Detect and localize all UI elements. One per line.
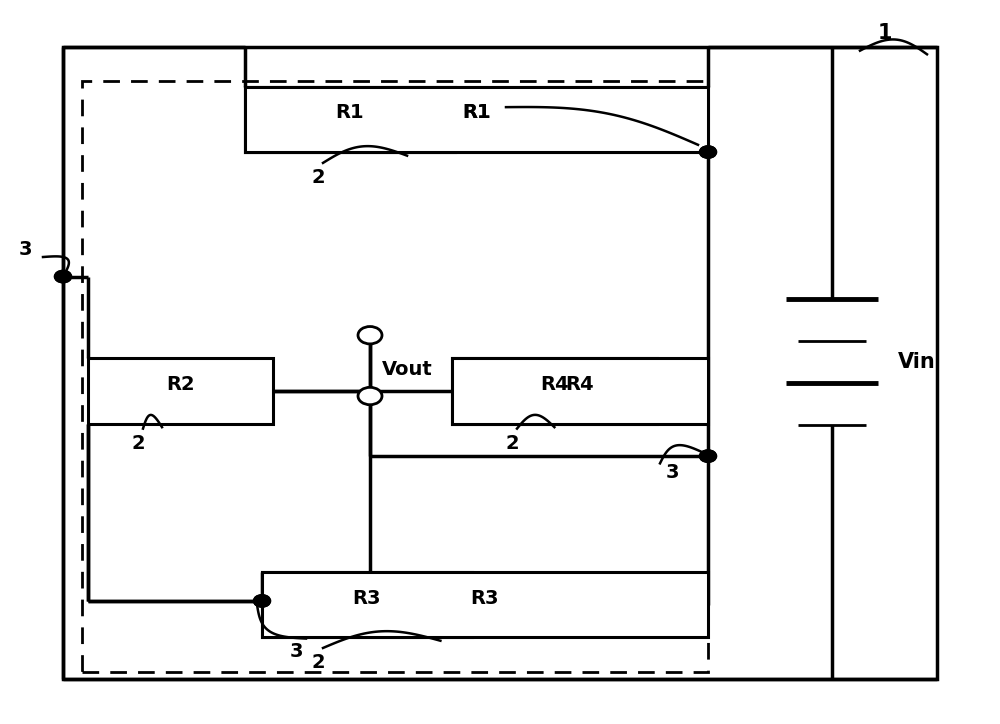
Bar: [262, 572, 708, 637]
Text: R2: R2: [166, 375, 195, 394]
Bar: [245, 87, 455, 152]
Text: 3: 3: [289, 642, 303, 661]
Circle shape: [254, 595, 270, 607]
Text: 2: 2: [311, 653, 325, 672]
Circle shape: [700, 450, 716, 463]
Bar: [245, 87, 455, 152]
Text: R4: R4: [540, 375, 569, 394]
Bar: [63, 47, 937, 679]
Circle shape: [700, 146, 716, 159]
Text: 3: 3: [489, 85, 503, 104]
Text: R1: R1: [462, 104, 491, 122]
Text: Vin: Vin: [898, 352, 936, 372]
Bar: [245, 87, 708, 152]
Circle shape: [358, 387, 382, 405]
Bar: [262, 572, 472, 637]
Text: 1: 1: [878, 22, 892, 43]
Text: R1: R1: [336, 104, 364, 122]
Text: 3: 3: [665, 463, 679, 481]
Bar: [245, 87, 708, 152]
Circle shape: [700, 450, 716, 463]
Text: R1: R1: [462, 104, 491, 122]
Circle shape: [54, 271, 72, 282]
Circle shape: [700, 146, 716, 159]
Bar: [88, 358, 273, 424]
Text: R4: R4: [566, 375, 594, 394]
Text: 2: 2: [311, 168, 325, 187]
Bar: [452, 358, 657, 424]
Text: 2: 2: [505, 434, 519, 452]
Bar: [452, 358, 708, 424]
Circle shape: [358, 327, 382, 344]
Bar: [82, 81, 708, 672]
Text: 3: 3: [18, 240, 32, 259]
Text: 2: 2: [131, 434, 145, 452]
Text: Vout: Vout: [382, 360, 433, 379]
Circle shape: [54, 271, 72, 282]
Text: R3: R3: [353, 589, 381, 607]
Text: R3: R3: [471, 589, 499, 607]
Circle shape: [254, 595, 270, 607]
